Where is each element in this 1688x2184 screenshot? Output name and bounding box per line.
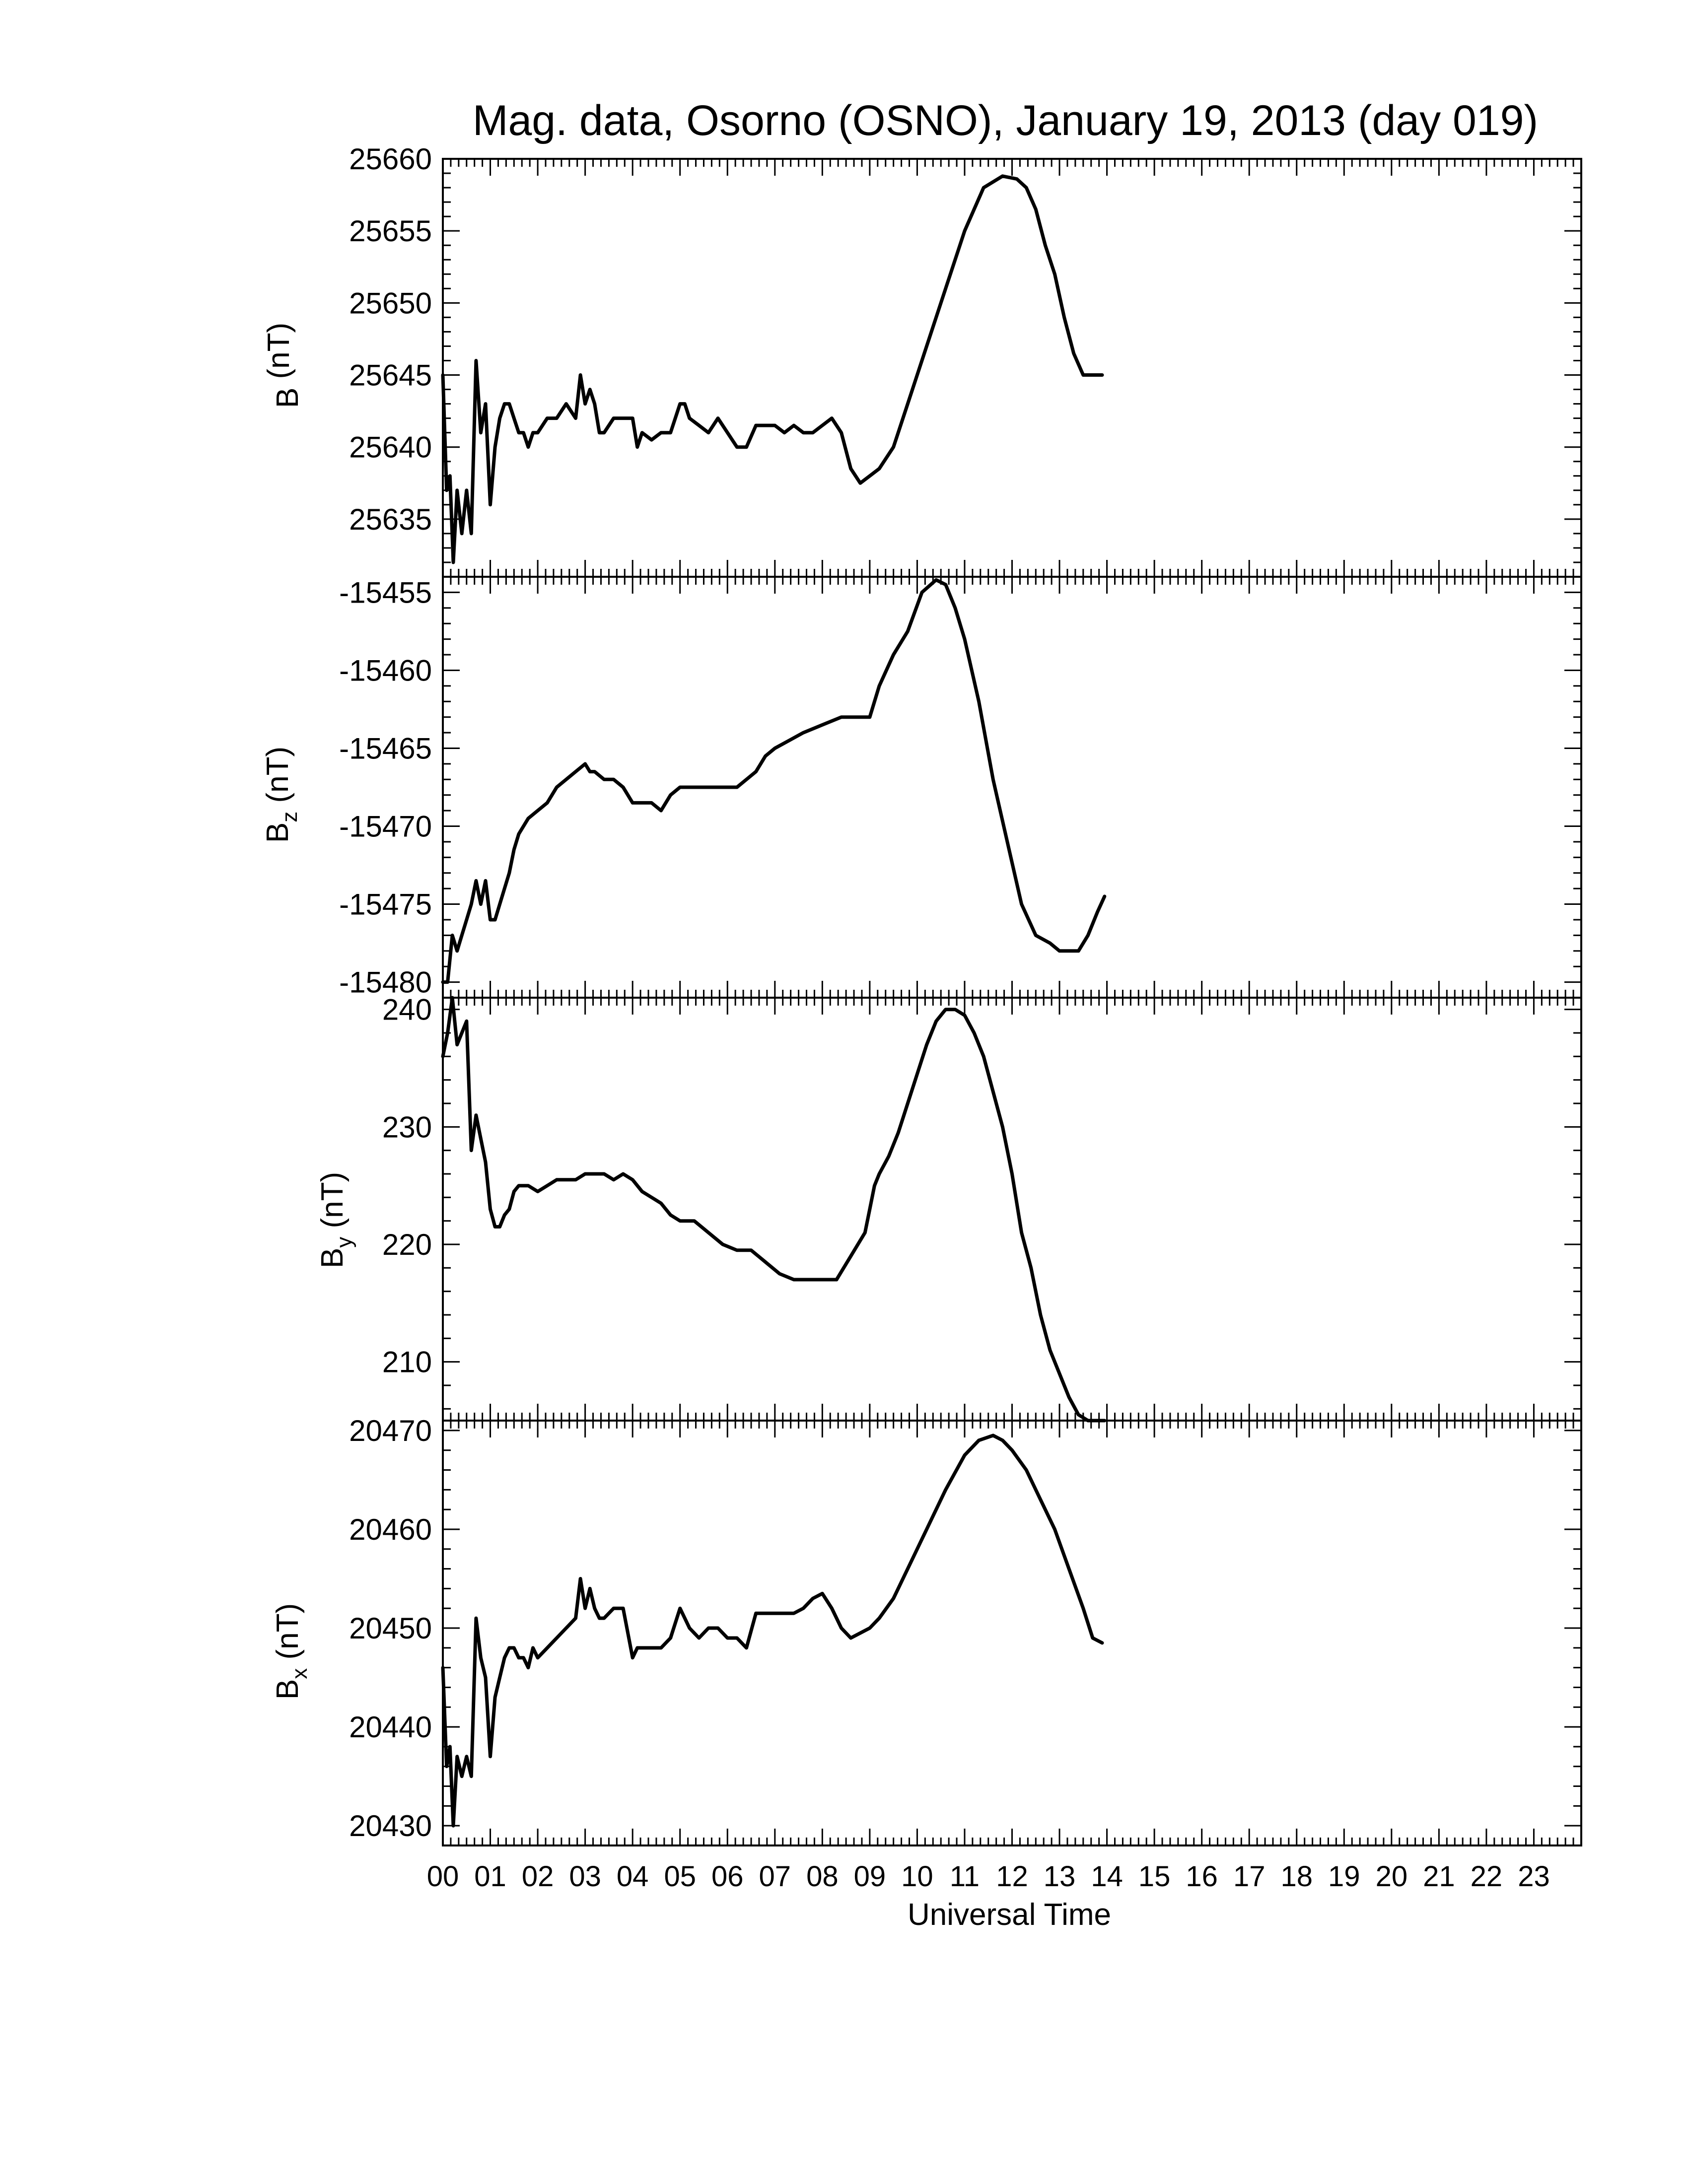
y-tick-label: 20470 <box>349 1414 432 1447</box>
svg-text:Bx (nT): Bx (nT) <box>271 1603 312 1700</box>
y-axis-label-b-y: By (nT) <box>315 1172 356 1268</box>
y-axis-label-b-z: Bz (nT) <box>261 747 302 843</box>
x-tick-label: 21 <box>1423 1860 1455 1893</box>
y-tick-label: 210 <box>382 1346 432 1379</box>
x-tick-label: 14 <box>1091 1860 1123 1893</box>
panel-b-z: Bz (nT) -15480 -15475 -15470 -15465 -15460 -1… <box>261 576 1582 999</box>
x-tick-label: 22 <box>1471 1860 1503 1893</box>
ylabel-main: B <box>261 822 295 843</box>
y-tick-label: 20460 <box>349 1513 432 1546</box>
y-tick-label: 220 <box>382 1228 432 1261</box>
ylabel-unit: (nT) <box>261 747 295 812</box>
x-tick-label: 09 <box>854 1860 886 1893</box>
chart-title: Mag. data, Osorno (OSNO), January 19, 20… <box>473 97 1538 144</box>
x-tick-label: 01 <box>474 1860 506 1893</box>
y-tick-label: 230 <box>382 1110 432 1144</box>
x-tick-label: 18 <box>1280 1860 1313 1893</box>
x-tick-label: 00 <box>427 1860 459 1893</box>
x-tick-label: 11 <box>950 1860 980 1893</box>
x-tick-label: 07 <box>759 1860 791 1893</box>
x-tick-label: 16 <box>1186 1860 1218 1893</box>
y-tick-label: 240 <box>382 993 432 1026</box>
y-tick-label: -15470 <box>339 810 432 843</box>
ylabel-sub: x <box>287 1668 312 1679</box>
y-tick-label: -15465 <box>339 732 432 765</box>
y-tick-label: 25640 <box>349 431 432 464</box>
x-tick-label: 02 <box>522 1860 554 1893</box>
ylabel-sub: z <box>278 812 302 822</box>
y-tick-label: 25660 <box>349 142 432 176</box>
x-tick-label: 05 <box>664 1860 696 1893</box>
ylabel-unit: (nT) <box>315 1172 350 1237</box>
x-tick-label: 04 <box>617 1860 649 1893</box>
series-line <box>441 996 1107 1423</box>
series-line <box>441 174 1104 564</box>
panel-b-x: Bx (nT) 20430 20440 20450 20460 20470 <box>271 1414 1582 1846</box>
svg-text:B (nT): B (nT) <box>262 323 305 408</box>
series-line <box>441 1433 1104 1828</box>
y-tick-label: -15475 <box>339 888 432 921</box>
x-tick-label: 20 <box>1376 1860 1408 1893</box>
x-axis-tick-labels: 00 01 02 03 04 05 06 07 08 09 10 11 12 13 14 15 16 17 18 19… <box>427 1860 1550 1893</box>
y-axis-label-b-total: B (nT) <box>262 323 305 408</box>
svg-text:Bz (nT): Bz (nT) <box>261 747 302 843</box>
panel-b-y: By (nT) 210 220 230 240 <box>315 993 1582 1423</box>
y-axis-label-b-x: Bx (nT) <box>271 1603 312 1700</box>
x-tick-label: 23 <box>1518 1860 1550 1893</box>
y-tick-label: 25655 <box>349 214 432 248</box>
ylabel-main: B <box>315 1248 350 1268</box>
panel-b-total: B (nT) 25635 25640 25645 25650 25655 25660 <box>262 142 1582 578</box>
y-tick-label: -15480 <box>339 966 432 999</box>
x-axis-label: Universal Time <box>908 1898 1111 1932</box>
y-tick-label: 25645 <box>349 359 432 392</box>
series-line <box>441 578 1107 984</box>
y-tick-label: 20430 <box>349 1809 432 1843</box>
x-tick-label: 19 <box>1328 1860 1360 1893</box>
x-tick-label: 17 <box>1233 1860 1266 1893</box>
x-tick-label: 15 <box>1138 1860 1171 1893</box>
ylabel-main: B <box>271 388 305 408</box>
x-tick-label: 06 <box>711 1860 744 1893</box>
x-tick-label: 08 <box>806 1860 839 1893</box>
x-tick-label: 12 <box>996 1860 1028 1893</box>
y-tick-label: 20440 <box>349 1710 432 1744</box>
ylabel-unit: (nT) <box>262 323 296 388</box>
ylabel-main: B <box>271 1679 305 1700</box>
y-tick-label: -15455 <box>339 576 432 609</box>
ylabel-unit: (nT) <box>271 1603 305 1668</box>
y-tick-label: 20450 <box>349 1612 432 1645</box>
y-tick-label: 25650 <box>349 286 432 320</box>
x-tick-label: 03 <box>569 1860 601 1893</box>
svg-text:By (nT): By (nT) <box>315 1172 356 1268</box>
x-tick-label: 13 <box>1044 1860 1076 1893</box>
ylabel-sub: y <box>332 1237 356 1248</box>
x-tick-label: 10 <box>901 1860 933 1893</box>
y-tick-label: -15460 <box>339 654 432 687</box>
y-tick-label: 25635 <box>349 503 432 536</box>
